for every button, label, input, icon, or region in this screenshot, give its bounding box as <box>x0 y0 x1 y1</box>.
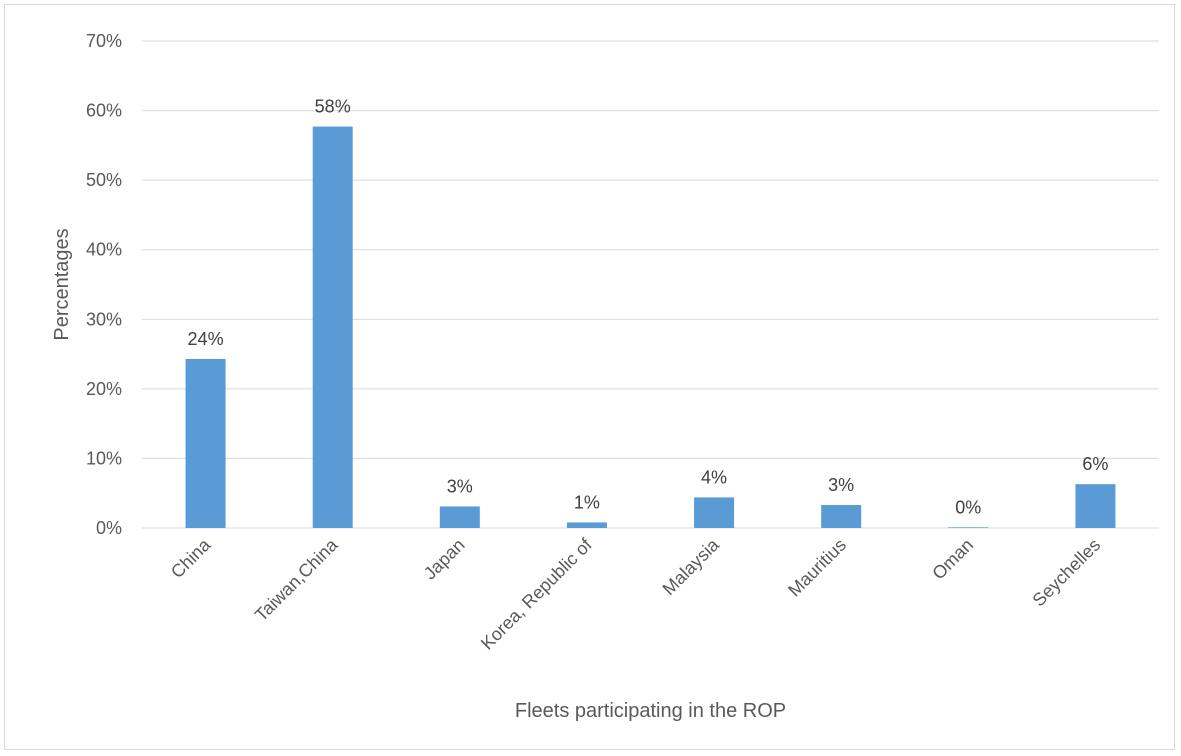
bar <box>185 358 226 528</box>
data-labels: 24% 58% 3% 1% 4% 3% 0% 6% <box>188 97 1109 518</box>
x-tick-label: Taiwan,China <box>251 534 342 625</box>
x-tick-label: Oman <box>928 535 977 584</box>
x-axis-title: Fleets participating in the ROP <box>515 700 786 722</box>
data-label: 3% <box>828 475 854 495</box>
y-tick-label: 50% <box>86 170 122 190</box>
bar <box>694 497 735 528</box>
data-label: 58% <box>315 97 351 117</box>
x-tick-label: Seychelles <box>1029 535 1105 611</box>
y-tick-label: 20% <box>86 379 122 399</box>
bar <box>439 506 480 528</box>
data-label: 24% <box>188 329 224 349</box>
y-axis-title: Percentages <box>51 228 73 340</box>
y-tick-label: 70% <box>86 31 122 51</box>
bar <box>821 505 862 528</box>
y-tick-label: 40% <box>86 240 122 260</box>
y-tick-label: 30% <box>86 309 122 329</box>
data-label: 4% <box>701 467 727 487</box>
bars <box>185 126 1116 528</box>
x-tick-label: Japan <box>420 535 469 584</box>
x-tick-label: China <box>167 534 215 582</box>
bar <box>1075 484 1116 528</box>
x-axis-tick-labels: China Taiwan,China Japan Korea, Republic of… <box>167 534 1104 654</box>
data-label: 3% <box>447 476 473 496</box>
bar-chart: 0% 10% 20% 30% 40% 50% 60% 70% 24% 58% 3% 1% 4% 3% 0%… <box>51 31 1159 722</box>
x-tick-label: Mauritius <box>784 535 850 601</box>
bar <box>312 126 353 528</box>
chart-frame: 0% 10% 20% 30% 40% 50% 60% 70% 24% 58% 3% 1% 4% 3% 0%… <box>4 4 1175 750</box>
y-tick-label: 10% <box>86 448 122 468</box>
y-axis-tick-labels: 0% 10% 20% 30% 40% 50% 60% 70% <box>86 31 122 538</box>
y-tick-label: 60% <box>86 101 122 121</box>
x-tick-label: Malaysia <box>659 534 724 599</box>
gridlines <box>142 40 1159 529</box>
data-label: 1% <box>574 492 600 512</box>
x-tick-label: Korea, Republic of <box>477 534 597 654</box>
data-label: 0% <box>955 497 981 517</box>
data-label: 6% <box>1082 454 1108 474</box>
bar <box>566 522 607 528</box>
bar <box>948 527 989 528</box>
y-tick-label: 0% <box>96 518 122 538</box>
